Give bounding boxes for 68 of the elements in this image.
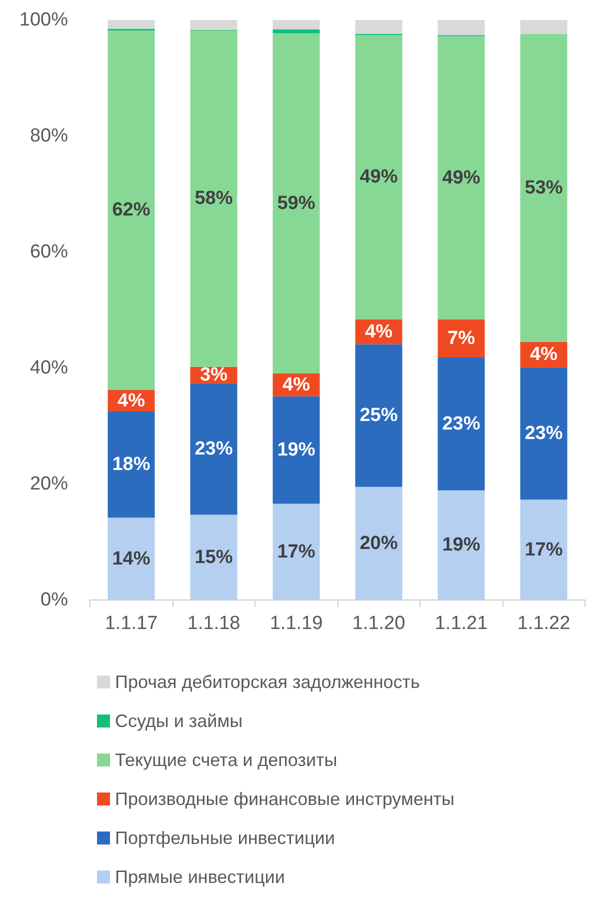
data-label: 14% (112, 548, 150, 570)
bar (272, 396, 320, 504)
data-label: 58% (194, 188, 233, 210)
bar (355, 344, 402, 487)
bar (272, 33, 320, 374)
x-tick-label: 1.1.19 (270, 613, 323, 634)
bar (190, 383, 238, 515)
legend-label: Производные финансовые инструменты (115, 789, 454, 809)
data-label: 62% (112, 200, 150, 221)
bar (355, 486, 402, 600)
y-tick-label: 60% (30, 242, 68, 262)
x-tick-label: 1.1.21 (434, 613, 488, 634)
bar (108, 30, 155, 390)
data-label: 17% (524, 539, 563, 560)
y-tick-label: 0% (40, 590, 68, 610)
bar (355, 20, 402, 34)
bar (438, 20, 485, 36)
bar (520, 367, 568, 500)
bar (438, 358, 485, 490)
data-label: 7% (448, 328, 476, 349)
data-label: 23% (524, 423, 563, 444)
data-label: 18% (112, 454, 150, 476)
bar (355, 35, 402, 320)
legend-label: Текущие счета и депозиты (115, 750, 338, 770)
bar (272, 20, 320, 30)
legend-label: Портфельные инвестиции (115, 828, 335, 848)
bar (520, 34, 568, 342)
data-label: 20% (360, 532, 398, 554)
x-tick-label: 1.1.17 (104, 613, 158, 634)
bar (108, 518, 155, 600)
y-tick-label: 80% (30, 126, 68, 146)
data-label: 19% (277, 440, 316, 461)
data-label: 49% (442, 167, 480, 188)
data-label: 53% (524, 177, 563, 198)
y-tick-label: 40% (30, 358, 68, 378)
data-label: 59% (277, 192, 316, 214)
bar (438, 36, 485, 320)
bar (520, 20, 568, 34)
legend-label: Ссуды и займы (115, 711, 243, 731)
data-label: 15% (194, 546, 233, 568)
bar (190, 20, 238, 30)
data-label: 4% (365, 321, 393, 342)
bar (438, 490, 485, 600)
data-label: 23% (442, 413, 480, 434)
y-tick-label: 20% (30, 474, 68, 494)
data-label: 17% (277, 541, 316, 562)
bar (190, 514, 238, 600)
bar (520, 500, 568, 600)
x-tick-label: 1.1.18 (187, 613, 240, 634)
x-tick-label: 1.1.20 (352, 613, 406, 634)
data-label: 4% (282, 374, 310, 396)
y-tick-label: 100% (19, 10, 68, 30)
data-label: 4% (118, 390, 146, 412)
data-label: 25% (360, 405, 398, 426)
data-label: 19% (442, 534, 480, 556)
bar (272, 504, 320, 600)
legend-label: Прямые инвестиции (115, 867, 285, 887)
bar (108, 20, 155, 29)
data-label: 49% (360, 166, 398, 188)
bar (108, 412, 155, 518)
data-label: 3% (200, 364, 228, 386)
bar (438, 319, 485, 358)
x-tick-label: 1.1.22 (517, 613, 570, 634)
legend-label: Прочая дебиторская задолженность (115, 672, 420, 692)
data-label: 4% (530, 344, 558, 366)
bar (272, 29, 320, 34)
bar (190, 30, 238, 367)
data-label: 23% (194, 438, 233, 460)
